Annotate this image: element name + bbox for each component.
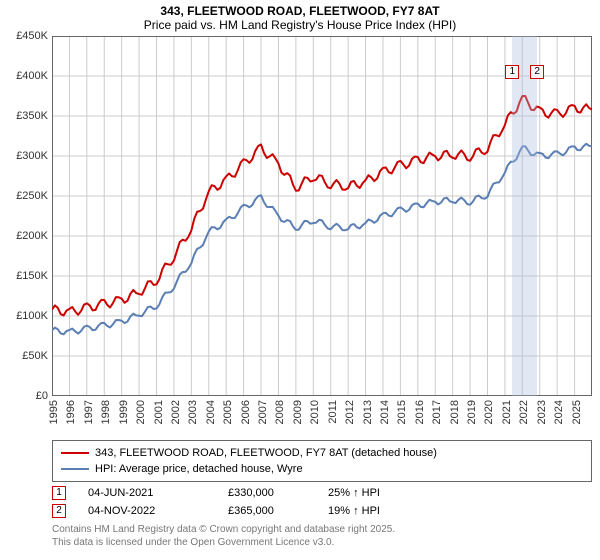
x-tick-label: 2010 [309,400,321,424]
plot-region: 12 [52,36,592,396]
footer-attribution: Contains HM Land Registry data © Crown c… [52,524,395,549]
x-tick-label: 2016 [414,400,426,424]
y-tick-label: £350K [16,110,48,122]
sale-price: £330,000 [228,487,328,499]
table-row: 2 04-NOV-2022 £365,000 19% ↑ HPI [52,502,448,520]
x-tick-label: 2000 [135,400,147,424]
y-tick-label: £200K [16,230,48,242]
y-tick-label: £250K [16,190,48,202]
y-tick-label: £50K [22,350,48,362]
x-tick-label: 2025 [571,400,583,424]
page-subtitle: Price paid vs. HM Land Registry's House … [0,18,600,32]
sale-pct: 19% ↑ HPI [328,505,448,517]
y-tick-label: £0 [36,390,48,402]
x-tick-label: 2022 [518,400,530,424]
sales-table: 1 04-JUN-2021 £330,000 25% ↑ HPI 2 04-NO… [52,484,448,520]
x-tick-label: 2017 [431,400,443,424]
table-row: 1 04-JUN-2021 £330,000 25% ↑ HPI [52,484,448,502]
footer-line: Contains HM Land Registry data © Crown c… [52,524,395,537]
x-tick-label: 1998 [100,400,112,424]
x-tick-label: 1999 [118,400,130,424]
x-tick-label: 2003 [187,400,199,424]
x-tick-label: 2013 [362,400,374,424]
chart-marker: 2 [530,65,544,79]
x-tick-label: 1995 [48,400,60,424]
highlight-band [512,36,537,396]
x-tick-label: 2019 [466,400,478,424]
legend-swatch [61,468,89,471]
x-tick-label: 2004 [205,400,217,424]
x-tick-label: 2001 [153,400,165,424]
sale-price: £365,000 [228,505,328,517]
y-tick-label: £100K [16,310,48,322]
x-tick-label: 2024 [553,400,565,424]
x-tick-label: 2018 [449,400,461,424]
marker-icon: 2 [52,504,66,518]
x-tick-label: 2023 [536,400,548,424]
x-tick-label: 2009 [292,400,304,424]
x-tick-label: 2002 [170,400,182,424]
x-tick-label: 2007 [257,400,269,424]
legend-label: 343, FLEETWOOD ROAD, FLEETWOOD, FY7 8AT … [95,447,437,459]
x-tick-label: 2015 [396,400,408,424]
y-tick-label: £300K [16,150,48,162]
y-tick-label: £400K [16,70,48,82]
x-tick-label: 1996 [65,400,77,424]
x-tick-label: 2012 [344,400,356,424]
x-tick-label: 2020 [483,400,495,424]
x-tick-label: 2021 [501,400,513,424]
sale-date: 04-NOV-2022 [88,505,228,517]
sale-pct: 25% ↑ HPI [328,487,448,499]
legend-item: 343, FLEETWOOD ROAD, FLEETWOOD, FY7 8AT … [61,445,583,461]
marker-icon: 1 [52,486,66,500]
legend-swatch [61,452,89,455]
x-tick-label: 1997 [83,400,95,424]
chart-marker: 1 [505,65,519,79]
x-tick-label: 2014 [379,400,391,424]
x-tick-label: 2008 [274,400,286,424]
x-tick-label: 2005 [222,400,234,424]
sale-date: 04-JUN-2021 [88,487,228,499]
plot-svg [52,36,592,396]
legend: 343, FLEETWOOD ROAD, FLEETWOOD, FY7 8AT … [52,440,592,482]
page-title: 343, FLEETWOOD ROAD, FLEETWOOD, FY7 8AT [0,0,600,18]
x-tick-label: 2011 [327,400,339,424]
legend-item: HPI: Average price, detached house, Wyre [61,461,583,477]
chart-area: £0 £50K £100K £150K £200K £250K £300K £350K £400… [0,36,600,432]
y-tick-label: £450K [16,30,48,42]
footer-line: This data is licensed under the Open Gov… [52,537,395,550]
x-tick-label: 2006 [240,400,252,424]
legend-label: HPI: Average price, detached house, Wyre [95,463,303,475]
y-tick-label: £150K [16,270,48,282]
